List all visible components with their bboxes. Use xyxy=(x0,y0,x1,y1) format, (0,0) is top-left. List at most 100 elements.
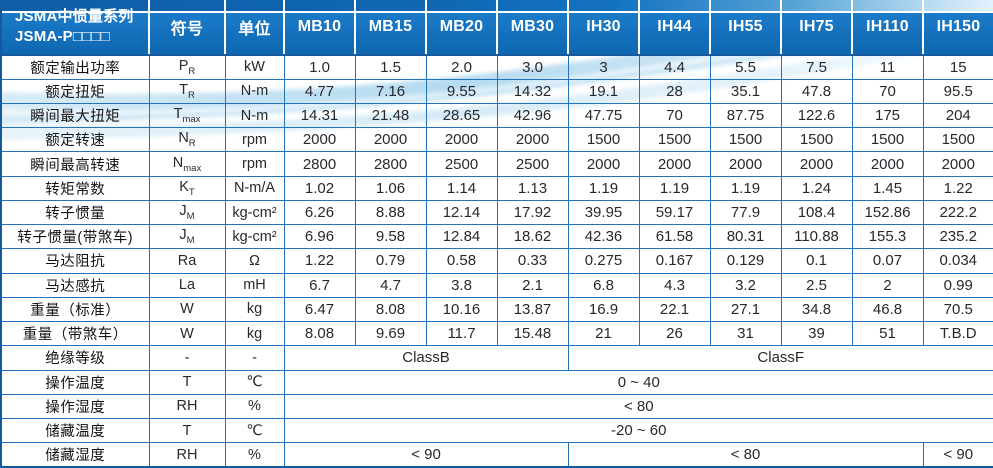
symbol-cell: W xyxy=(148,296,226,323)
value-cell: 2800 xyxy=(283,151,356,177)
model-column-header: IH44 xyxy=(638,0,711,56)
symbol-cell: Tmax xyxy=(148,102,226,129)
symbol-cell: KT xyxy=(148,175,226,201)
row-label: 马达感抗 xyxy=(0,272,150,298)
symbol-cell: RH xyxy=(148,393,226,420)
value-cell: 1.45 xyxy=(851,175,924,201)
symbol-cell: - xyxy=(148,345,226,371)
value-cell: 1.22 xyxy=(283,248,356,274)
value-cell: 26 xyxy=(638,321,711,347)
value-cell: 108.4 xyxy=(780,199,853,226)
unit-cell: rpm xyxy=(224,151,285,177)
value-cell: 15.48 xyxy=(496,321,569,347)
value-cell: 2 xyxy=(851,272,924,298)
value-cell: 0.1 xyxy=(780,248,853,274)
unit-cell: kg-cm² xyxy=(224,224,285,250)
value-cell: 2.0 xyxy=(425,54,498,80)
value-cell: 110.88 xyxy=(780,224,853,250)
row-label: 操作湿度 xyxy=(0,393,150,420)
table-row: 转子惯量 JM kg-cm² 6.26 8.88 12.14 17.92 39.95 59.17… xyxy=(0,199,993,226)
unit-cell: rpm xyxy=(224,127,285,153)
value-cell: 39.95 xyxy=(567,199,640,226)
symbol-cell: RH xyxy=(148,442,226,468)
value-cell: 3.8 xyxy=(425,272,498,298)
row-label: 储藏温度 xyxy=(0,418,150,444)
row-label: 重量（标准） xyxy=(0,296,150,323)
model-column-header: IH150 xyxy=(922,0,993,56)
value-cell: 222.2 xyxy=(922,199,993,226)
table-row: 马达感抗 La mH 6.7 4.7 3.8 2.1 6.8 4.3 3.2 2.5 2 0.99 xyxy=(0,272,993,298)
value-cell: 1.02 xyxy=(283,175,356,201)
row-label: 操作温度 xyxy=(0,369,150,395)
value-cell: 17.92 xyxy=(496,199,569,226)
table-row: 额定转速 NR rpm 2000 2000 2000 2000 1500 1500 1500 150… xyxy=(0,127,993,153)
value-cell: 1.22 xyxy=(922,175,993,201)
value-cell: 51 xyxy=(851,321,924,347)
value-cell: 7.16 xyxy=(354,78,427,104)
symbol-cell: T xyxy=(148,418,226,444)
value-span-cell: < 90 xyxy=(283,442,569,468)
symbol-cell: JM xyxy=(148,224,226,250)
model-column-header: IH55 xyxy=(709,0,782,56)
value-cell: 3.0 xyxy=(496,54,569,80)
symbol-cell: JM xyxy=(148,199,226,226)
value-cell: 1500 xyxy=(780,127,853,153)
value-cell: 2000 xyxy=(425,127,498,153)
value-cell: 47.75 xyxy=(567,102,640,129)
table-row: 转矩常数 KT N-m/A 1.02 1.06 1.14 1.13 1.19 1.19 1.19 1… xyxy=(0,175,993,201)
unit-cell: N-m xyxy=(224,102,285,129)
value-cell: 2000 xyxy=(567,151,640,177)
value-cell: 34.8 xyxy=(780,296,853,323)
value-cell: 175 xyxy=(851,102,924,129)
value-cell: 1500 xyxy=(922,127,993,153)
model-column-header: MB15 xyxy=(354,0,427,56)
value-cell: 6.7 xyxy=(283,272,356,298)
unit-cell: kg-cm² xyxy=(224,199,285,226)
model-column-header: MB10 xyxy=(283,0,356,56)
symbol-cell: TR xyxy=(148,78,226,104)
row-label: 瞬间最大扭矩 xyxy=(0,102,150,129)
unit-cell: N-m xyxy=(224,78,285,104)
unit-cell: % xyxy=(224,393,285,420)
row-label: 马达阻抗 xyxy=(0,248,150,274)
value-cell: 13.87 xyxy=(496,296,569,323)
value-cell: 2000 xyxy=(780,151,853,177)
value-cell: 1.06 xyxy=(354,175,427,201)
value-cell: 70.5 xyxy=(922,296,993,323)
value-cell: 3 xyxy=(567,54,640,80)
table-row: 绝缘等级 - - ClassB ClassF xyxy=(0,345,993,371)
value-cell: 122.6 xyxy=(780,102,853,129)
value-cell: 1500 xyxy=(851,127,924,153)
row-label: 转子惯量(带煞车) xyxy=(0,224,150,250)
value-cell: 4.7 xyxy=(354,272,427,298)
value-cell: 14.32 xyxy=(496,78,569,104)
row-label: 转矩常数 xyxy=(0,175,150,201)
value-cell: 2500 xyxy=(496,151,569,177)
value-cell: 0.33 xyxy=(496,248,569,274)
value-cell: 8.08 xyxy=(283,321,356,347)
value-cell: 4.77 xyxy=(283,78,356,104)
value-cell: 2000 xyxy=(638,151,711,177)
value-cell: 1.0 xyxy=(283,54,356,80)
table-row: 储藏温度 T ℃ -20 ~ 60 xyxy=(0,418,993,444)
value-cell: 0.275 xyxy=(567,248,640,274)
value-span-cell: < 80 xyxy=(567,442,924,468)
value-cell: 2000 xyxy=(922,151,993,177)
value-cell: 3.2 xyxy=(709,272,782,298)
value-cell: 39 xyxy=(780,321,853,347)
symbol-cell: PR xyxy=(148,54,226,80)
value-cell: 21 xyxy=(567,321,640,347)
value-cell: 15 xyxy=(922,54,993,80)
table-row: 马达阻抗 Ra Ω 1.22 0.79 0.58 0.33 0.275 0.167 0.129 0.… xyxy=(0,248,993,274)
value-cell: 2800 xyxy=(354,151,427,177)
unit-cell: N-m/A xyxy=(224,175,285,201)
model-column-header: IH75 xyxy=(780,0,853,56)
value-cell: 42.96 xyxy=(496,102,569,129)
unit-cell: kg xyxy=(224,296,285,323)
row-label: 储藏湿度 xyxy=(0,442,150,468)
value-cell: 235.2 xyxy=(922,224,993,250)
unit-cell: ℃ xyxy=(224,369,285,395)
value-cell: 31 xyxy=(709,321,782,347)
value-cell: 1.5 xyxy=(354,54,427,80)
symbol-cell: Nmax xyxy=(148,151,226,177)
